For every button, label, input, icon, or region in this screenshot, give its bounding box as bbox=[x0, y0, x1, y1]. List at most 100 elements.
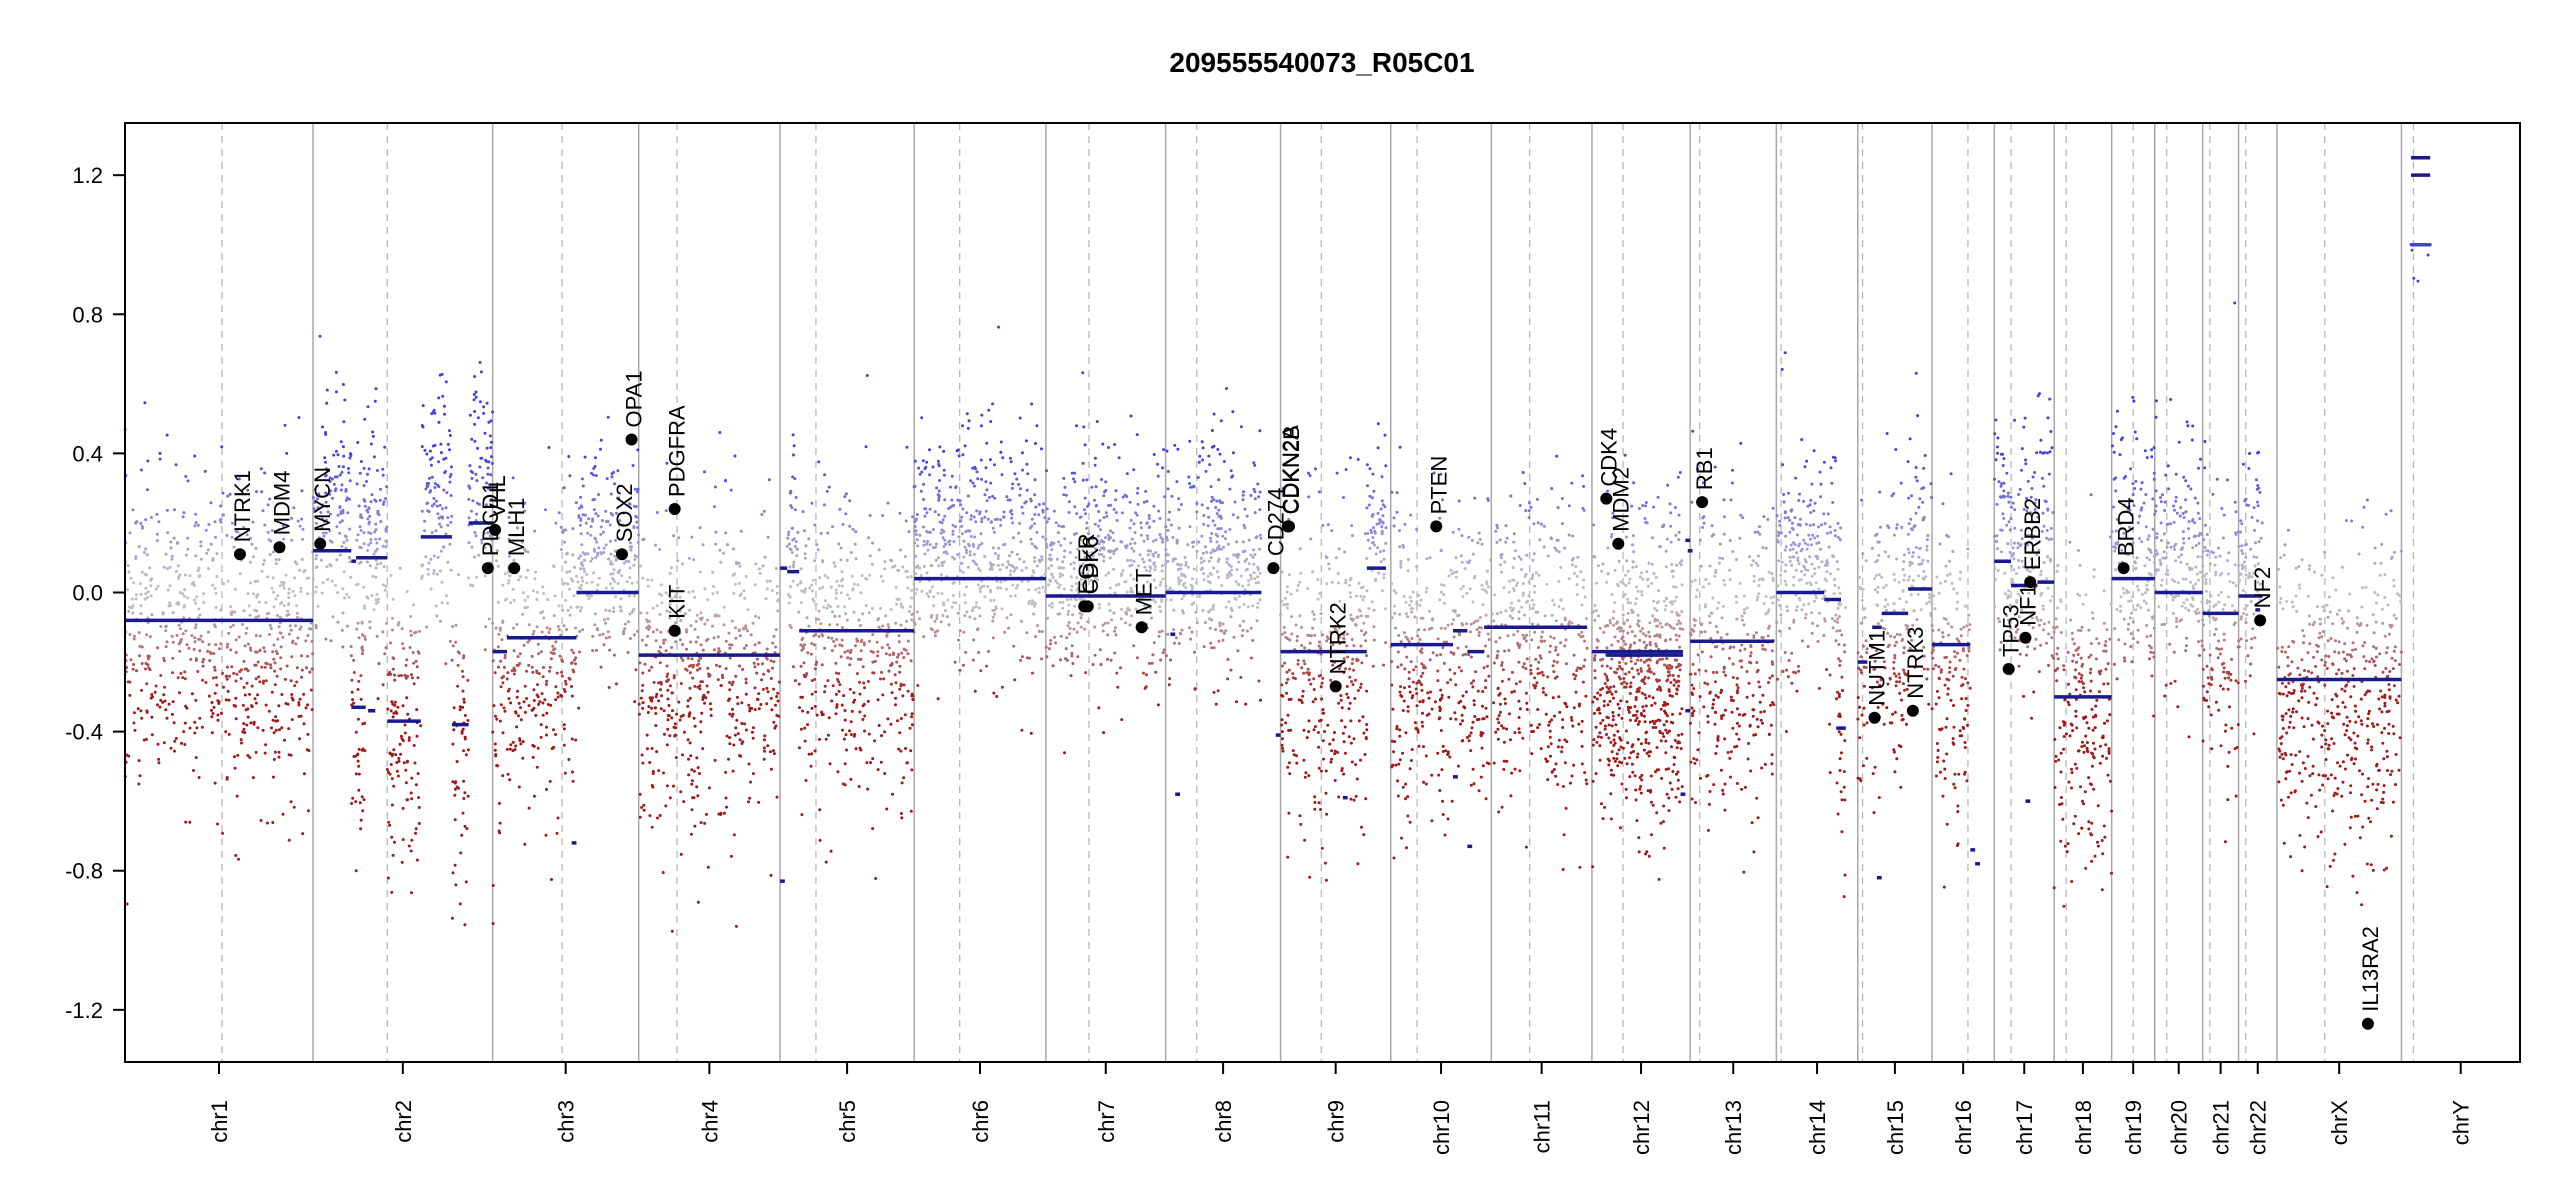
probe-point bbox=[358, 545, 362, 549]
probe-point bbox=[1117, 456, 1121, 460]
probe-point bbox=[1365, 463, 1369, 467]
probe-point bbox=[580, 561, 584, 564]
probe-point bbox=[1216, 448, 1220, 451]
probe-point bbox=[833, 564, 837, 568]
probe-point bbox=[367, 467, 371, 471]
probe-point bbox=[681, 605, 685, 608]
probe-point bbox=[285, 664, 289, 668]
probe-point bbox=[885, 807, 889, 811]
probe-point bbox=[1058, 575, 1062, 579]
probe-point bbox=[491, 621, 495, 625]
probe-point bbox=[146, 459, 150, 463]
probe-point bbox=[362, 542, 366, 546]
probe-point bbox=[1253, 553, 1257, 556]
probe-point bbox=[1404, 782, 1408, 786]
probe-point bbox=[846, 656, 850, 660]
probe-point bbox=[475, 479, 479, 483]
probe-point bbox=[496, 564, 500, 568]
probe-point bbox=[516, 689, 519, 693]
probe-point bbox=[547, 446, 551, 449]
probe-point bbox=[641, 538, 645, 542]
probe-point bbox=[328, 480, 332, 483]
probe-point bbox=[979, 424, 983, 428]
probe-point bbox=[1081, 478, 1085, 482]
probe-point bbox=[408, 646, 412, 649]
probe-point bbox=[177, 602, 181, 606]
probe-point bbox=[139, 604, 143, 608]
probe-point bbox=[1104, 536, 1108, 540]
probe-point bbox=[1210, 618, 1214, 622]
probe-point bbox=[276, 594, 280, 598]
probe-point bbox=[381, 473, 385, 477]
probe-point bbox=[269, 663, 272, 667]
probe-point bbox=[524, 576, 528, 580]
probe-point bbox=[685, 630, 689, 634]
probe-point bbox=[1438, 709, 1442, 713]
probe-point bbox=[254, 634, 258, 637]
probe-point bbox=[868, 573, 872, 577]
probe-point bbox=[341, 645, 345, 649]
probe-point bbox=[941, 536, 945, 540]
probe-point bbox=[1224, 629, 1228, 633]
probe-point bbox=[407, 738, 411, 742]
probe-point bbox=[144, 518, 148, 522]
probe-point bbox=[711, 592, 715, 596]
probe-point bbox=[601, 519, 604, 522]
probe-point bbox=[1398, 734, 1402, 738]
probe-point bbox=[527, 663, 531, 667]
probe-point bbox=[404, 663, 408, 667]
probe-point bbox=[902, 776, 906, 780]
probe-point bbox=[960, 561, 964, 565]
probe-point bbox=[593, 612, 597, 616]
probe-point bbox=[324, 467, 328, 471]
probe-point bbox=[810, 692, 814, 696]
probe-point bbox=[165, 716, 169, 720]
probe-point bbox=[936, 493, 940, 497]
probe-point bbox=[1083, 496, 1087, 500]
probe-point bbox=[848, 687, 852, 691]
probe-point bbox=[1372, 489, 1376, 493]
probe-point bbox=[201, 678, 205, 682]
probe-point bbox=[1033, 544, 1037, 548]
probe-point bbox=[829, 849, 833, 853]
probe-point bbox=[1344, 578, 1348, 582]
probe-point bbox=[1016, 583, 1020, 587]
probe-point bbox=[233, 587, 237, 591]
probe-point bbox=[898, 511, 902, 515]
probe-point bbox=[1195, 549, 1199, 553]
probe-point bbox=[846, 593, 849, 597]
probe-point bbox=[1311, 626, 1315, 630]
probe-point bbox=[1394, 763, 1398, 767]
probe-point bbox=[314, 626, 318, 630]
probe-point bbox=[987, 649, 991, 653]
probe-point bbox=[637, 533, 641, 537]
probe-point bbox=[604, 608, 608, 612]
probe-point bbox=[806, 710, 810, 714]
probe-point bbox=[787, 601, 791, 605]
probe-point bbox=[332, 482, 336, 486]
probe-point bbox=[1398, 690, 1402, 694]
probe-point bbox=[414, 783, 418, 787]
probe-point bbox=[845, 558, 849, 562]
probe-point bbox=[1347, 707, 1351, 711]
probe-point bbox=[1342, 772, 1346, 776]
probe-point bbox=[1295, 588, 1299, 592]
probe-point bbox=[385, 768, 389, 771]
probe-point bbox=[298, 737, 302, 741]
probe-point bbox=[1440, 583, 1444, 587]
probe-point bbox=[1029, 537, 1033, 541]
probe-point bbox=[865, 374, 869, 377]
probe-point bbox=[740, 722, 744, 725]
probe-point bbox=[190, 634, 194, 637]
probe-point bbox=[1396, 650, 1400, 654]
probe-point bbox=[899, 749, 903, 753]
probe-point bbox=[965, 610, 969, 614]
probe-point bbox=[197, 637, 201, 641]
probe-point bbox=[279, 667, 283, 671]
probe-point bbox=[449, 494, 453, 497]
probe-point bbox=[967, 542, 970, 546]
probe-point bbox=[386, 876, 390, 880]
probe-point bbox=[1226, 573, 1229, 577]
probe-point bbox=[734, 560, 738, 564]
probe-point bbox=[776, 599, 780, 603]
